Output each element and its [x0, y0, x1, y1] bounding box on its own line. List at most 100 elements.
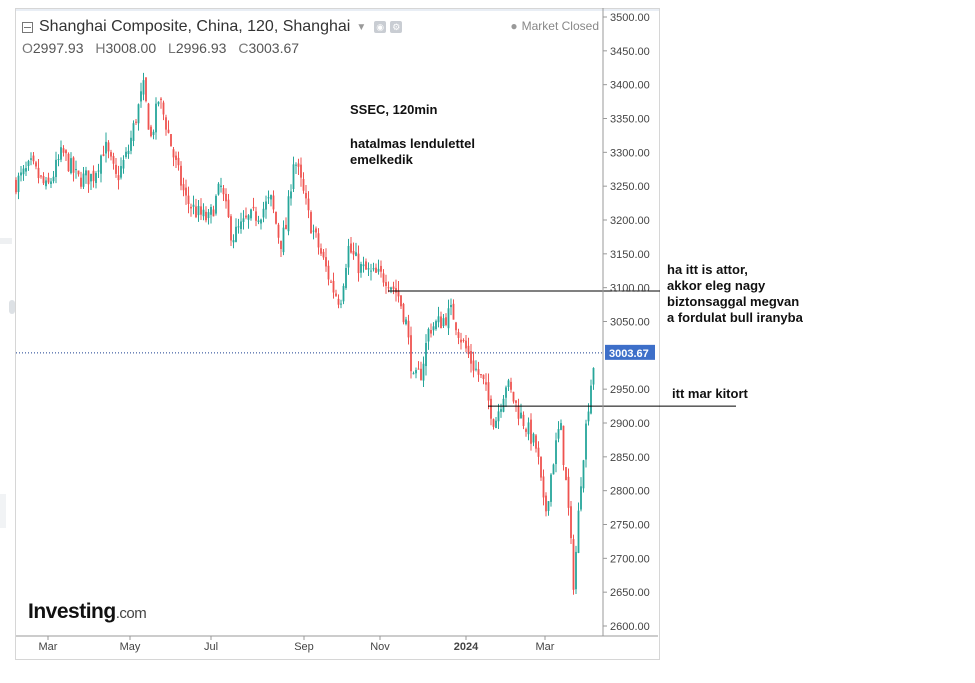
candle-body [22, 168, 25, 175]
candle-body [62, 148, 65, 153]
candle-body [402, 303, 405, 323]
candle-body [387, 287, 390, 289]
candle-body [170, 134, 172, 147]
candle-body [97, 170, 100, 172]
candle-body [37, 167, 40, 179]
close-label: C [238, 40, 249, 56]
candle-body [557, 429, 560, 439]
collapse-icon[interactable] [22, 21, 33, 33]
close-value: 3003.67 [248, 40, 300, 56]
candle-body [95, 173, 97, 184]
y-tick-label: 3100.00 [610, 283, 650, 295]
candle-body [552, 464, 555, 475]
candle-body [410, 335, 412, 372]
candle-body [300, 164, 302, 178]
left-panel-tab[interactable] [0, 494, 6, 528]
candle-body [47, 177, 50, 183]
candle-body [27, 161, 30, 166]
left-panel-handle[interactable] [9, 300, 15, 314]
candle-body [155, 103, 157, 133]
candle-body [470, 350, 472, 364]
candle-body [505, 387, 507, 398]
eye-icon[interactable]: ◉ [374, 21, 387, 33]
candle-body [80, 177, 82, 187]
candle-body [82, 173, 85, 187]
candle-body [457, 332, 460, 338]
y-tick-label: 2950.00 [610, 384, 650, 396]
y-tick-label: 3400.00 [610, 80, 650, 92]
candle-body [567, 476, 570, 508]
candle-body [162, 102, 165, 115]
high-value: 3008.00 [105, 40, 157, 56]
candle-body [215, 195, 217, 214]
candle-body [537, 447, 540, 457]
candle-body [172, 149, 175, 158]
annotation-line: emelkedik [350, 152, 413, 167]
candle-body [500, 409, 502, 412]
candle-body [320, 248, 322, 254]
candle-body [275, 211, 277, 224]
low-label: L [168, 40, 176, 56]
candle-body [592, 367, 595, 385]
candle-body [360, 263, 362, 273]
candle-body [150, 126, 152, 137]
candle-body [330, 281, 332, 283]
x-tick-label: Mar [39, 641, 58, 653]
left-panel-tab[interactable] [0, 238, 12, 244]
open-value: 2997.93 [32, 40, 84, 56]
candle-body [462, 339, 465, 341]
candle-body [325, 257, 327, 267]
candle-body [52, 176, 55, 182]
candle-body [115, 164, 117, 174]
annotation-line: hatalmas lendulettel [350, 136, 475, 151]
candle-body [140, 91, 142, 102]
candle-body [65, 150, 67, 154]
y-tick-label: 3250.00 [610, 181, 650, 193]
candle-body [217, 183, 220, 195]
candle-body [270, 195, 272, 200]
y-tick-label: 2800.00 [610, 486, 650, 498]
candle-body [85, 170, 87, 176]
candle-body [562, 425, 565, 466]
candle-body [32, 155, 35, 162]
candle-body [417, 368, 420, 370]
annotation-lines [16, 290, 736, 407]
candle-body [182, 184, 185, 191]
candle-body [20, 172, 22, 176]
candle-body [70, 158, 72, 174]
candle-body [315, 228, 317, 233]
candle-body [147, 103, 150, 130]
candle-body [542, 476, 545, 498]
market-status-label: Market Closed [521, 19, 599, 33]
candle-body [175, 155, 177, 160]
candle-body [195, 206, 197, 218]
candle-body [130, 137, 132, 151]
candle-body [405, 319, 407, 325]
candle-body [332, 280, 335, 293]
low-value: 2996.93 [175, 40, 227, 56]
market-status: ● Market Closed [510, 19, 599, 33]
candle-body [100, 155, 102, 174]
candle-body [197, 205, 200, 216]
candle-body [235, 226, 237, 242]
high-label: H [95, 40, 106, 56]
candle-body [477, 369, 480, 375]
candle-body [87, 170, 90, 185]
candle-body [210, 207, 212, 215]
gear-icon[interactable]: ⚙ [390, 21, 403, 33]
candle-body [222, 188, 225, 195]
candle-body [132, 123, 135, 141]
candle-body [455, 322, 457, 331]
candle-body [157, 101, 160, 105]
candle-body [247, 215, 250, 220]
chevron-down-icon[interactable]: ▼ [356, 21, 367, 33]
candle-body [180, 165, 182, 186]
y-tick-label: 2900.00 [610, 418, 650, 430]
candle-body [335, 293, 337, 296]
candle-body [382, 273, 385, 283]
y-tick-label: 3350.00 [610, 114, 650, 126]
candle-body [357, 253, 360, 274]
candle-body [60, 147, 62, 160]
candle-body [367, 268, 370, 270]
